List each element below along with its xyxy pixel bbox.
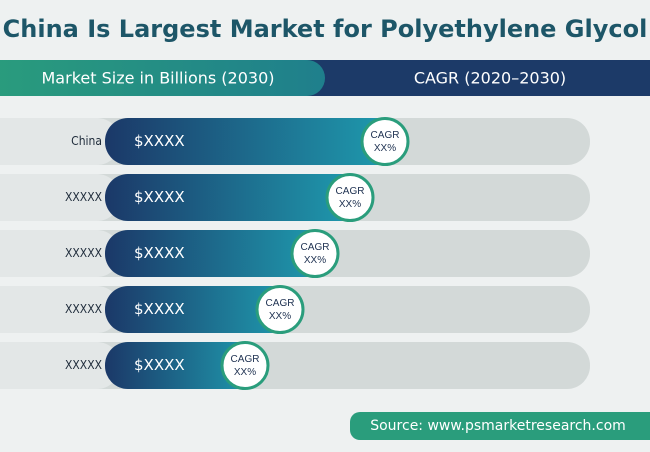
label-area [0,230,120,277]
market-pill [0,60,325,96]
cagr-band [290,60,650,96]
cagr-label: CAGR [336,186,365,197]
cagr-label: CAGR [371,130,400,141]
cagr-badge [255,285,305,334]
label-area [0,342,120,389]
row-value: $XXXX [134,300,185,318]
label-area [0,174,120,221]
row-value: $XXXX [134,244,185,262]
bar [105,118,405,165]
cagr-label: CAGR [266,298,295,309]
row-label: XXXXX [65,190,103,204]
cagr-label: CAGR [231,354,260,365]
cagr-value: XX% [304,255,326,266]
cagr-header: CAGR (2020–2030) [414,69,566,88]
row-label: XXXXX [65,358,103,372]
label-area [0,286,120,333]
source: Source: www.psmarketresearch.com [370,418,626,434]
source-box [350,412,650,440]
row-value: $XXXX [134,132,185,150]
row-label: XXXXX [65,246,103,260]
row-value: $XXXX [134,356,185,374]
cagr-badge [360,117,410,166]
cagr-badge [290,229,340,278]
market-size-header: Market Size in Billions (2030) [42,69,275,88]
bar [105,286,300,333]
row-value: $XXXX [134,188,185,206]
label-area [0,118,120,165]
bar [105,174,370,221]
title: China Is Largest Market for Polyethylene… [3,15,648,43]
cagr-value: XX% [339,199,361,210]
rows: China $XXXX CAGR XX% XXXXX $XXXX CAGR XX% XXXXX $… [0,117,590,390]
cagr-badge [325,173,375,222]
cagr-label: CAGR [301,242,330,253]
cagr-badge [220,341,270,390]
row-label: XXXXX [65,302,103,316]
cagr-value: XX% [269,311,291,322]
cagr-value: XX% [374,143,396,154]
cagr-value: XX% [234,367,256,378]
bar [105,230,335,277]
row-label: China [71,134,102,148]
